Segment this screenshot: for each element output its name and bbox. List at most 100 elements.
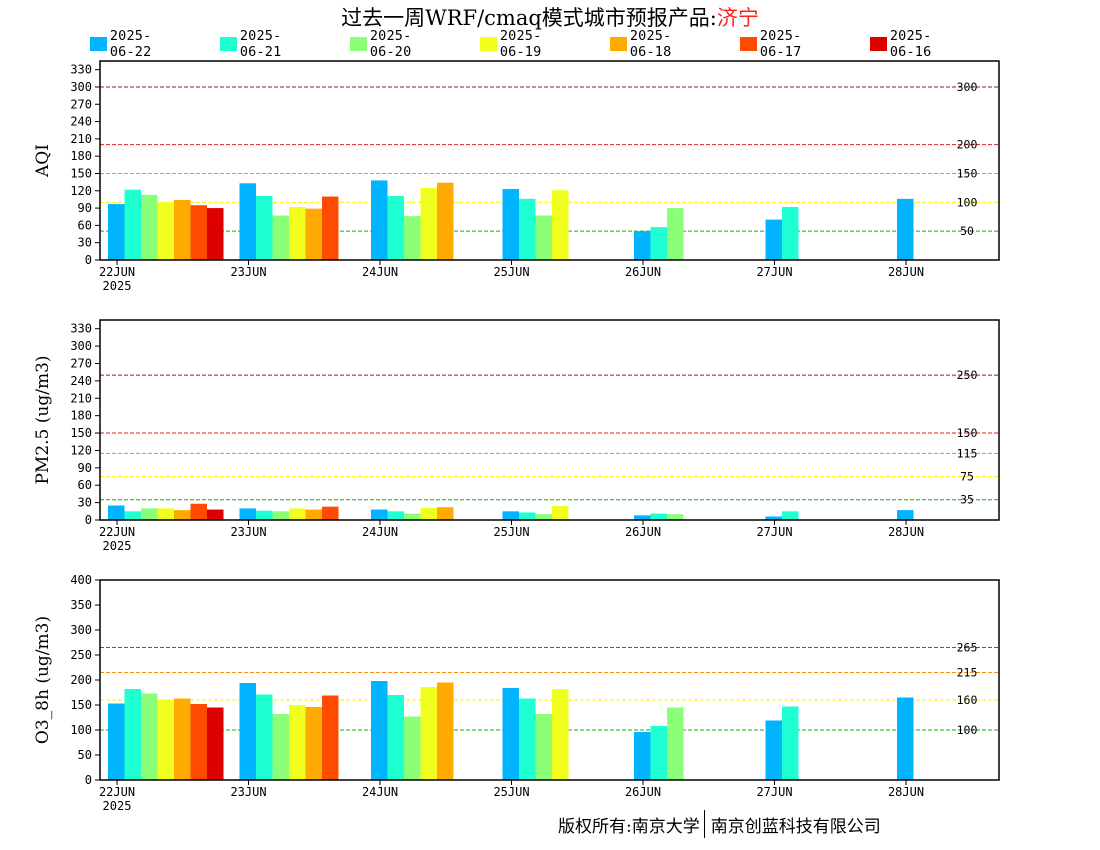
bar-2025-06-22-23JUN	[239, 683, 256, 780]
y-tick-label: 60	[78, 218, 92, 232]
y-tick-label: 50	[78, 748, 92, 762]
threshold-label: 265	[957, 641, 978, 655]
bar-2025-06-20-25JUN	[535, 215, 552, 260]
y-tick-label: 100	[70, 723, 92, 737]
y-tick-label: 210	[70, 132, 92, 146]
bar-2025-06-22-25JUN	[502, 511, 519, 520]
bar-2025-06-16-22JUN	[207, 509, 224, 520]
pm25-panel: 250 150 115 75 35 0 30 60 90 120 150 180 210 240 270 30…	[33, 319, 1000, 553]
y-axis-label: AQI	[33, 144, 53, 178]
bar-2025-06-21-24JUN	[387, 511, 404, 520]
legend-swatch	[90, 37, 107, 51]
x-tick-label: 22JUN	[99, 265, 135, 279]
bar-2025-06-21-22JUN	[124, 689, 141, 780]
y-tick-label: 330	[70, 63, 92, 77]
bar-2025-06-20-23JUN	[272, 215, 289, 260]
bar-2025-06-21-27JUN	[782, 706, 799, 780]
bar-2025-06-20-23JUN	[272, 714, 289, 780]
bar-2025-06-16-22JUN	[207, 707, 224, 780]
x-year-label: 2025	[103, 539, 132, 553]
y-tick-label: 150	[70, 426, 92, 440]
bar-2025-06-19-23JUN	[289, 508, 306, 520]
threshold-label: 115	[957, 446, 978, 460]
bar-2025-06-20-22JUN	[141, 194, 158, 260]
x-tick-label: 26JUN	[625, 265, 661, 279]
bar-2025-06-22-22JUN	[108, 204, 125, 260]
copyright-footer: 版权所有:南京大学 南京创蓝科技有限公司	[558, 808, 881, 840]
y-tick-label: 90	[78, 201, 92, 215]
threshold-label: 150	[957, 166, 978, 180]
x-tick-label: 25JUN	[493, 265, 529, 279]
legend-item-2025-06-19: 2025-06-19	[480, 28, 552, 60]
y-tick-label: 300	[70, 80, 92, 94]
legend-swatch	[350, 37, 367, 51]
x-tick-label: 27JUN	[756, 785, 792, 799]
bar-2025-06-22-24JUN	[371, 681, 388, 780]
bar-2025-06-21-24JUN	[387, 695, 404, 780]
y-tick-label: 120	[70, 443, 92, 457]
x-tick-label: 24JUN	[362, 265, 398, 279]
bar-2025-06-17-22JUN	[190, 503, 207, 520]
bar-2025-06-21-23JUN	[256, 195, 273, 260]
legend-item-2025-06-22: 2025-06-22	[90, 28, 162, 60]
copyright-company: 南京创蓝科技有限公司	[710, 816, 881, 837]
y-tick-label: 350	[70, 598, 92, 612]
bar-2025-06-20-25JUN	[535, 714, 552, 780]
threshold-label: 160	[957, 693, 978, 707]
y-tick-label: 270	[70, 356, 92, 370]
bar-2025-06-22-22JUN	[108, 703, 125, 780]
y-tick-label: 150	[70, 698, 92, 712]
y-tick-label: 300	[70, 339, 92, 353]
threshold-label: 150	[957, 426, 978, 440]
bar-2025-06-18-22JUN	[174, 510, 191, 520]
legend-item-2025-06-18: 2025-06-18	[610, 28, 682, 60]
bar-2025-06-21-25JUN	[519, 698, 536, 780]
bar-2025-06-22-27JUN	[765, 219, 782, 260]
bar-2025-06-18-24JUN	[437, 682, 454, 780]
bar-2025-06-19-25JUN	[552, 506, 569, 520]
y-axis-label: PM2.5 (ug/m3)	[33, 355, 53, 484]
threshold-label: 200	[957, 138, 978, 152]
bar-2025-06-21-26JUN	[650, 726, 667, 780]
threshold-label: 100	[957, 723, 978, 737]
bar-2025-06-20-26JUN	[667, 707, 684, 780]
chart-title: 过去一周WRF/cmaq模式城市预报产品:济宁	[0, 2, 1100, 32]
bar-2025-06-20-26JUN	[667, 208, 684, 260]
y-tick-label: 240	[70, 115, 92, 129]
legend-swatch	[480, 37, 497, 51]
bar-2025-06-21-25JUN	[519, 198, 536, 260]
bar-2025-06-22-23JUN	[239, 508, 256, 520]
y-tick-label: 240	[70, 374, 92, 388]
footer-separator	[703, 810, 705, 838]
x-tick-label: 23JUN	[230, 265, 266, 279]
threshold-label: 75	[960, 470, 974, 484]
aqi-panel: 300 200 150 100 50 0 30 60 90 120 150 180 210 240 270 3…	[33, 60, 1000, 293]
x-year-label: 2025	[103, 279, 132, 293]
bar-2025-06-20-24JUN	[404, 216, 421, 260]
legend-label: 2025-06-17	[759, 28, 802, 60]
bar-2025-06-22-25JUN	[502, 189, 519, 260]
bar-2025-06-22-28JUN	[897, 198, 914, 260]
x-tick-label: 27JUN	[756, 265, 792, 279]
bar-2025-06-21-25JUN	[519, 512, 536, 520]
legend-item-2025-06-17: 2025-06-17	[740, 28, 812, 60]
bar-2025-06-20-22JUN	[141, 693, 158, 780]
bar-2025-06-19-23JUN	[289, 705, 306, 780]
legend-label: 2025-06-20	[369, 28, 412, 60]
bar-2025-06-17-23JUN	[322, 196, 339, 260]
legend-label: 2025-06-22	[109, 28, 152, 60]
legend-label: 2025-06-16	[889, 28, 932, 60]
bar-2025-06-22-27JUN	[765, 516, 782, 520]
bar-2025-06-21-23JUN	[256, 510, 273, 520]
bar-2025-06-22-24JUN	[371, 509, 388, 520]
x-tick-label: 28JUN	[888, 525, 924, 539]
o3-8h-panel: 265 215 160 100 0 50 100 150 200 250 300 350 400 22JU…	[33, 573, 1000, 813]
bar-2025-06-21-27JUN	[782, 511, 799, 520]
bar-2025-06-18-24JUN	[437, 507, 454, 520]
bar-2025-06-19-24JUN	[420, 687, 437, 780]
legend-swatch	[740, 37, 757, 51]
chart-title-city: 济宁	[716, 6, 759, 30]
bar-2025-06-19-24JUN	[420, 507, 437, 520]
threshold-label: 300	[957, 80, 978, 94]
bar-2025-06-19-24JUN	[420, 187, 437, 260]
